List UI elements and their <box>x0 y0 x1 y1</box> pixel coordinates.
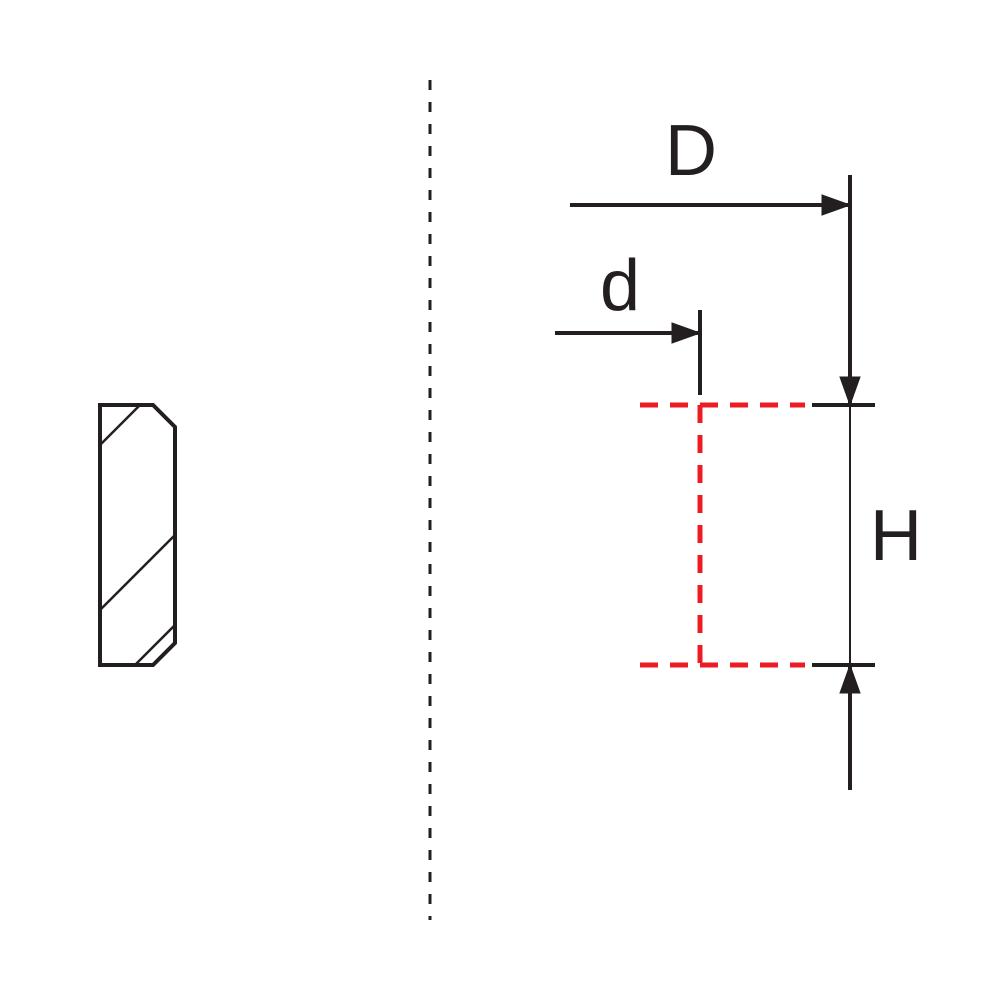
dim-H-arrow-bot <box>840 665 860 693</box>
dim-D-label: D <box>665 111 717 191</box>
cross-section-outline <box>100 405 175 665</box>
dim-d-label: d <box>600 246 640 326</box>
hatch-line-1 <box>100 535 175 610</box>
dim-H-label: H <box>870 496 922 576</box>
dim-D-arrow <box>822 195 850 215</box>
hatch-line-0 <box>100 405 140 445</box>
dim-d-arrow <box>672 323 700 343</box>
dim-H-arrow-top <box>840 377 860 405</box>
groove-outline <box>640 405 805 665</box>
hatch-line-2 <box>135 625 175 665</box>
technical-drawing: Dd H <box>0 0 1000 1000</box>
